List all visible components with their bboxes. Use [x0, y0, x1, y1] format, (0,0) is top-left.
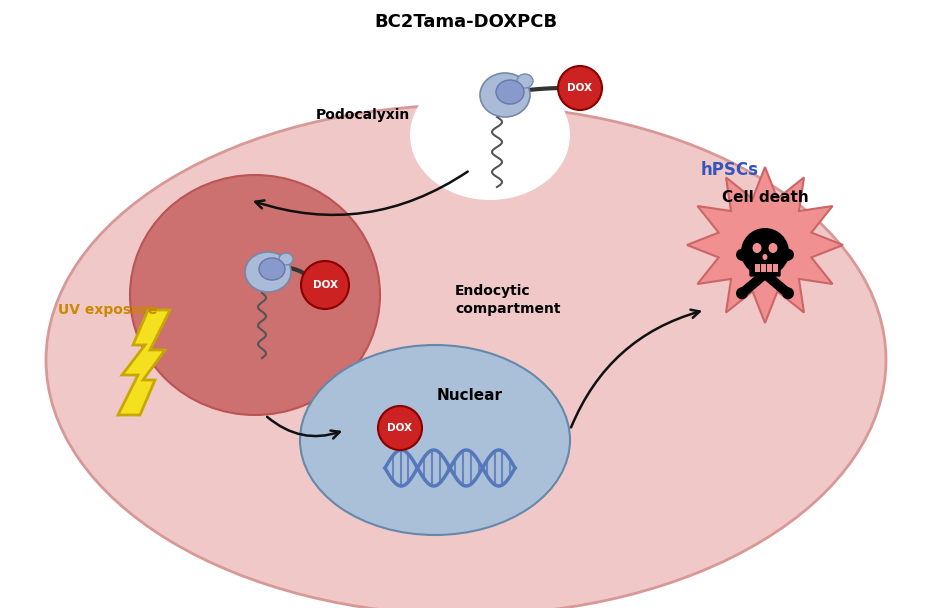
Text: DOX: DOX	[313, 280, 338, 290]
Bar	[767, 264, 772, 272]
Bar	[755, 264, 759, 272]
Text: Endocytic
compartment: Endocytic compartment	[455, 284, 561, 316]
Circle shape	[741, 228, 789, 276]
Text: hPSCs: hPSCs	[701, 161, 759, 179]
Ellipse shape	[517, 74, 533, 88]
Ellipse shape	[259, 258, 285, 280]
Text: DOX: DOX	[387, 423, 412, 433]
FancyBboxPatch shape	[750, 262, 780, 276]
Circle shape	[378, 406, 422, 450]
Ellipse shape	[245, 252, 291, 292]
Bar	[760, 264, 765, 272]
Circle shape	[736, 288, 748, 299]
Ellipse shape	[496, 80, 524, 104]
Ellipse shape	[753, 243, 761, 253]
Text: DOX: DOX	[567, 83, 592, 93]
Ellipse shape	[300, 345, 570, 535]
Text: BC2Tama-DOXPCB: BC2Tama-DOXPCB	[374, 13, 558, 31]
Text: Nuclear: Nuclear	[437, 387, 503, 402]
Ellipse shape	[480, 73, 530, 117]
Text: Podocalyxin: Podocalyxin	[315, 108, 410, 122]
Text: Cell death: Cell death	[721, 190, 808, 206]
Text: UV exposure: UV exposure	[58, 303, 158, 317]
Bar	[773, 264, 777, 272]
Circle shape	[782, 249, 794, 261]
Ellipse shape	[410, 70, 570, 200]
Circle shape	[558, 66, 602, 110]
Circle shape	[736, 249, 748, 261]
Ellipse shape	[762, 254, 768, 260]
Ellipse shape	[279, 253, 293, 265]
Circle shape	[782, 288, 794, 299]
Polygon shape	[118, 310, 170, 415]
Ellipse shape	[46, 105, 886, 608]
Ellipse shape	[130, 175, 380, 415]
Circle shape	[301, 261, 349, 309]
Polygon shape	[687, 167, 843, 323]
Ellipse shape	[769, 243, 777, 253]
